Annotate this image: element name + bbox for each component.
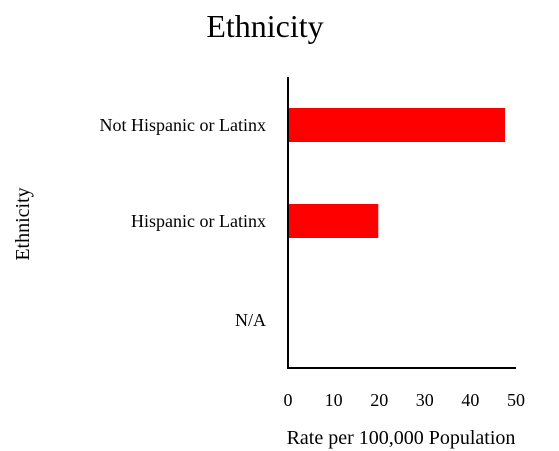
y-tick-label-hispanic-or-latinx: Hispanic or Latinx <box>131 211 266 231</box>
bar-hispanic-or-latinx <box>288 204 379 238</box>
y-tick-label-n-a: N/A <box>235 310 266 330</box>
x-tick-label-0: 0 <box>284 390 293 410</box>
ticks-layer: Not Hispanic or Latinx Hispanic or Latinx… <box>100 115 525 410</box>
x-tick-label-10: 10 <box>325 390 343 410</box>
x-tick-label-30: 30 <box>416 390 434 410</box>
x-tick-label-20: 20 <box>370 390 388 410</box>
y-axis-label: Ethnicity <box>12 187 34 260</box>
x-axis-label: Rate per 100,000 Population <box>287 427 516 449</box>
bars-layer <box>288 108 506 238</box>
y-tick-label-not-hispanic-or-latinx: Not Hispanic or Latinx <box>100 115 266 135</box>
chart-title: Ethnicity <box>206 8 323 44</box>
bar-not-hispanic-or-latinx <box>288 108 506 142</box>
x-tick-label-40: 40 <box>461 390 479 410</box>
x-tick-label-50: 50 <box>507 390 525 410</box>
